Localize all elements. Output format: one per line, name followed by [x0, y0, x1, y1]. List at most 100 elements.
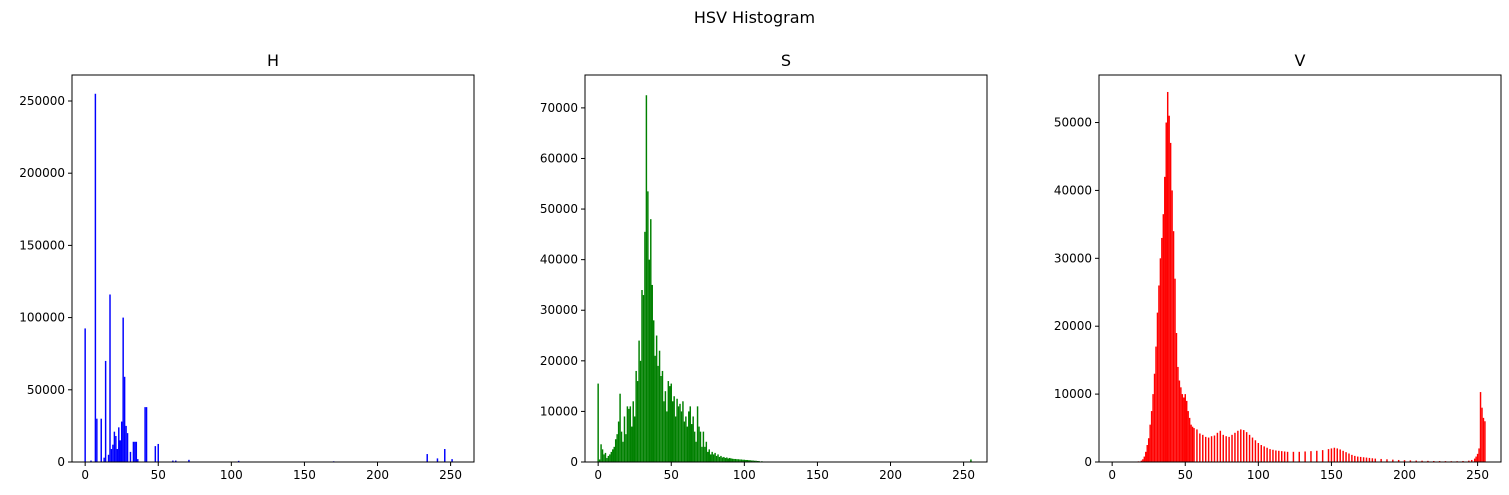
histogram-bar	[644, 231, 646, 462]
chart-title: V	[1295, 51, 1306, 70]
histogram-bar	[1171, 190, 1173, 462]
chart-panel-2: V 0 50 100 150 200 250 0 10000 20000 30000 40000 500…	[1054, 51, 1502, 482]
histogram-bar	[1321, 450, 1324, 462]
histogram-bar	[1397, 459, 1400, 462]
histogram-bar	[1475, 456, 1477, 462]
chart-title: H	[267, 51, 279, 70]
histogram-bar	[755, 460, 757, 462]
histogram-bar	[1283, 451, 1286, 462]
x-tick-label: 250	[952, 468, 975, 482]
histogram-bar	[616, 434, 618, 462]
histogram-bar	[1166, 91, 1169, 462]
histogram-bar	[1153, 373, 1156, 462]
histogram-bar	[728, 457, 731, 462]
histogram-bar	[1330, 448, 1333, 462]
histogram-bar	[619, 393, 621, 462]
histogram-bar	[663, 401, 665, 462]
histogram-bar	[1155, 346, 1157, 462]
histogram-bar	[104, 360, 107, 462]
histogram-bar	[1146, 445, 1148, 462]
histogram-bar	[650, 219, 652, 462]
histogram-bar	[654, 355, 656, 462]
histogram-bar	[1181, 394, 1184, 462]
histogram-bar	[1266, 447, 1268, 462]
histogram-bar	[1336, 448, 1339, 462]
histogram-bar	[1140, 460, 1143, 462]
histogram-bar	[669, 386, 671, 462]
histogram-bar	[1468, 460, 1470, 462]
histogram-bar	[1392, 459, 1394, 462]
x-tick-label: 200	[366, 468, 389, 482]
histogram-bar	[1368, 457, 1371, 462]
histogram-bar	[1178, 380, 1181, 462]
histogram-bar	[632, 401, 634, 462]
histogram-bar	[137, 459, 139, 462]
histogram-bar	[671, 401, 674, 462]
histogram-bar	[645, 95, 648, 462]
histogram-bar	[737, 459, 740, 462]
histogram-bar	[696, 406, 699, 462]
histogram-bar	[100, 418, 102, 462]
histogram-bar	[1292, 451, 1295, 462]
histogram-bar	[731, 458, 734, 462]
histogram-bar	[1275, 450, 1277, 462]
histogram-bar	[1199, 433, 1201, 462]
y-tick-label: 200000	[19, 166, 65, 180]
histogram-bar	[1161, 237, 1163, 462]
histogram-bar	[704, 446, 706, 462]
histogram-bar	[1152, 394, 1154, 462]
histogram-bar	[123, 376, 126, 462]
histogram-bar	[600, 444, 602, 462]
histogram-bar	[157, 443, 159, 462]
y-tick-label: 60000	[540, 151, 578, 165]
histogram-bar	[1471, 459, 1473, 462]
histogram-bar	[753, 460, 756, 462]
histogram-bar	[1476, 453, 1479, 462]
histogram-bar	[664, 391, 667, 462]
histogram-bar	[638, 340, 640, 462]
histogram-bar	[1149, 424, 1151, 462]
histogram-bar	[666, 411, 668, 462]
histogram-bar	[112, 444, 114, 462]
histogram-bar	[1257, 442, 1260, 462]
histogram-bar	[116, 449, 119, 462]
histogram-bar	[677, 406, 680, 462]
histogram-bar	[1169, 142, 1172, 463]
histogram-bar	[749, 460, 751, 462]
histogram-bar	[607, 455, 610, 462]
histogram-bar	[1175, 333, 1178, 462]
histogram-bar	[1310, 451, 1312, 462]
chart-panel-1: S 0 50 100 150 200 250 0 10000 20000 30000 40000 500…	[540, 51, 988, 482]
x-tick-label: 200	[879, 468, 902, 482]
histogram-bar	[651, 284, 653, 462]
histogram-bar	[610, 451, 613, 462]
x-tick-label: 150	[806, 468, 829, 482]
histogram-bar	[655, 335, 658, 462]
histogram-bar	[758, 460, 760, 462]
histogram-bar	[726, 457, 728, 462]
histogram-bar	[709, 454, 712, 462]
histogram-bar	[736, 459, 738, 462]
x-tick-label: 150	[293, 468, 316, 482]
histogram-bar	[1386, 459, 1388, 462]
histogram-bar	[1150, 411, 1153, 462]
histogram-bar	[1351, 454, 1353, 462]
histogram-bar	[1415, 460, 1417, 462]
histogram-bar	[1304, 451, 1306, 462]
histogram-bar	[714, 452, 716, 462]
histogram-bar	[1190, 424, 1192, 462]
histogram-bar	[96, 418, 98, 462]
histogram-bar	[1286, 451, 1289, 462]
histogram-bar	[633, 416, 636, 462]
histogram-bar	[670, 383, 672, 462]
histogram-bar	[603, 454, 605, 462]
histogram-bar	[613, 446, 615, 462]
histogram-bar	[103, 457, 105, 462]
histogram-bar	[1481, 407, 1483, 462]
histogram-bar	[617, 421, 620, 462]
histogram-bar	[1145, 451, 1147, 462]
y-tick-label: 30000	[540, 303, 578, 317]
histogram-bar	[635, 370, 637, 462]
histogram-bar	[1484, 421, 1486, 462]
histogram-bar	[1177, 366, 1179, 462]
